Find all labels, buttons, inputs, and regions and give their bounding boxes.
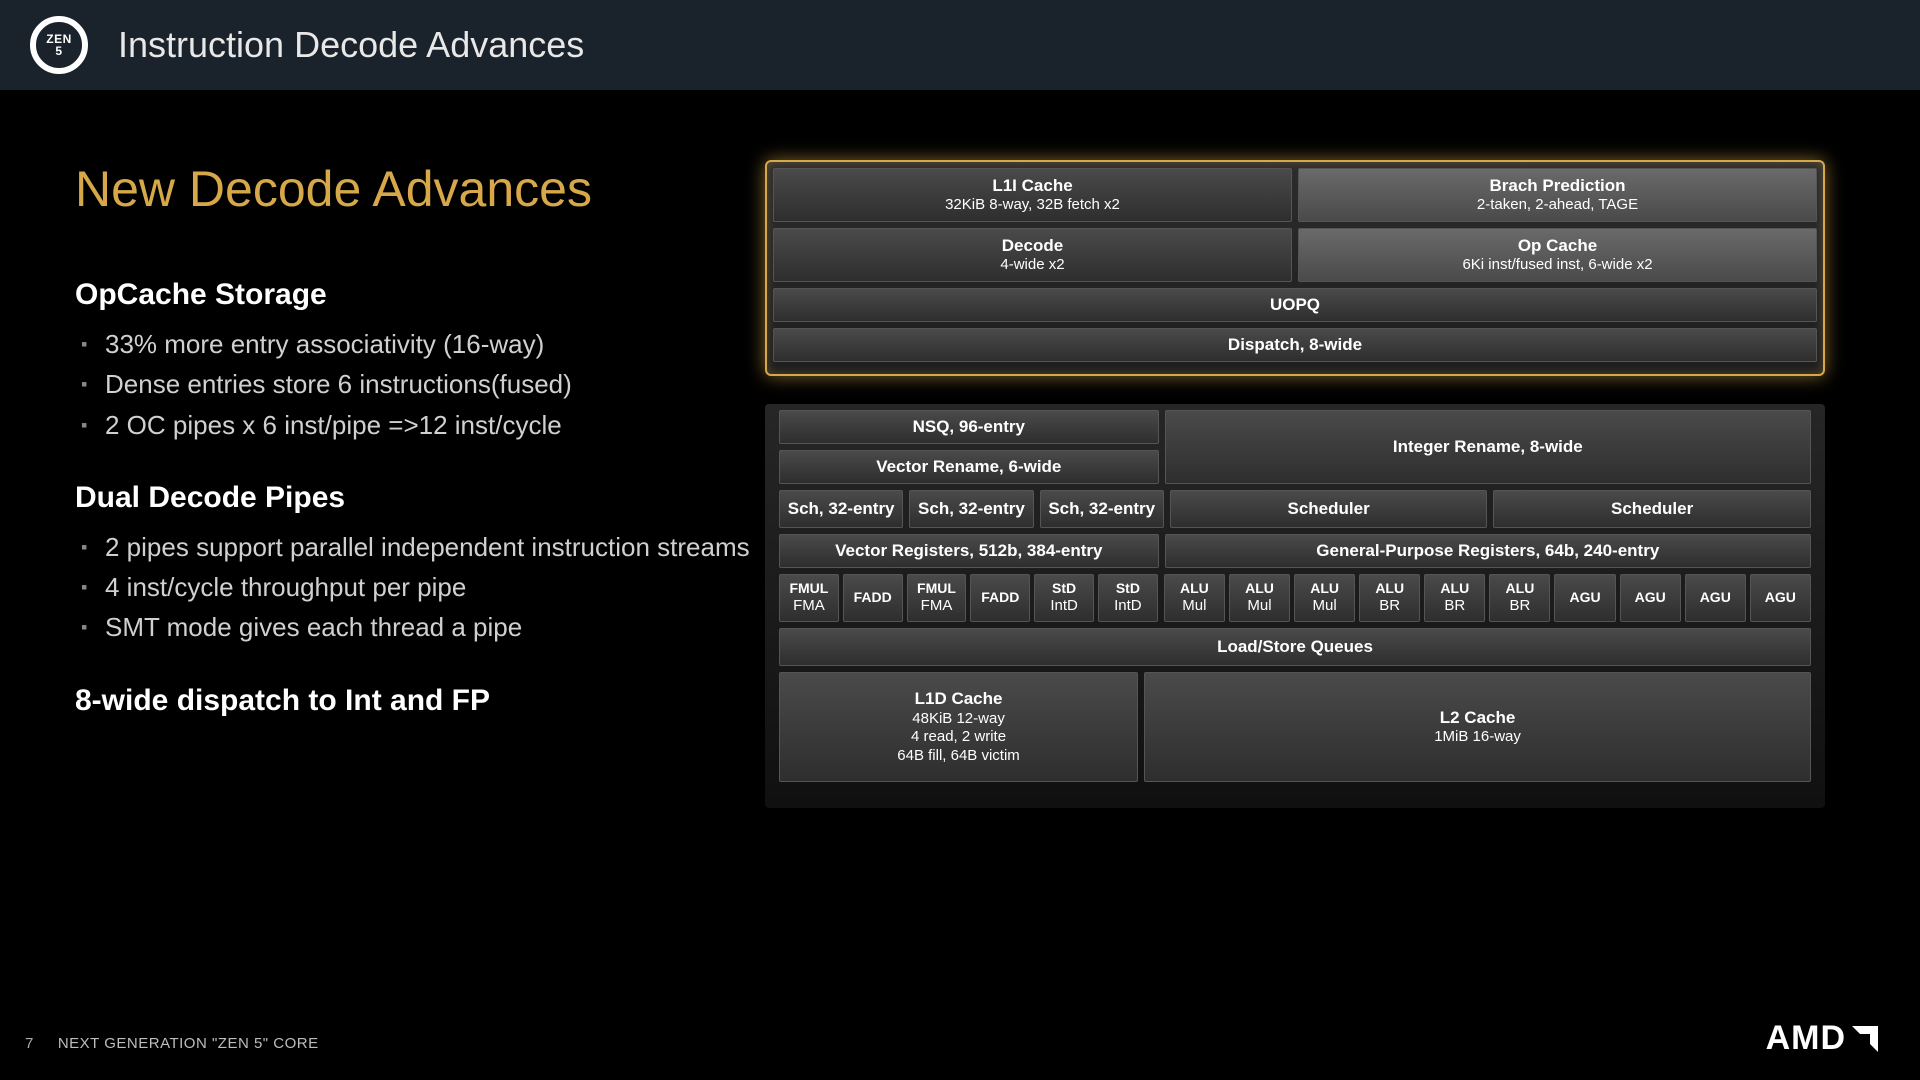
diagram-row: UOPQ [773, 288, 1817, 322]
header-title: Instruction Decode Advances [118, 24, 584, 66]
diagram-cell: Scheduler [1493, 490, 1811, 528]
bullet-list: 2 pipes support parallel independent ins… [75, 527, 755, 648]
diagram-cell: AGU [1685, 574, 1746, 622]
diagram-cell: AGU [1750, 574, 1811, 622]
diagram-cell: Sch, 32-entry [909, 490, 1033, 528]
logo-line2: 5 [46, 45, 72, 57]
diagram-cell: Scheduler [1170, 490, 1488, 528]
diagram-cell: Brach Prediction2-taken, 2-ahead, TAGE [1298, 168, 1817, 222]
diagram-cell: Decode4-wide x2 [773, 228, 1292, 282]
diagram-row: Decode4-wide x2Op Cache6Ki inst/fused in… [773, 228, 1817, 282]
bullet-item: 2 OC pipes x 6 inst/pipe =>12 inst/cycle [75, 405, 755, 445]
diagram-cell: NSQ, 96-entry [779, 410, 1159, 444]
diagram-cell: StDIntD [1098, 574, 1158, 622]
section-heading: Dual Decode Pipes [75, 481, 755, 515]
amd-logo: AMD [1766, 1019, 1880, 1058]
diagram-cell: L1D Cache48KiB 12-way4 read, 2 write64B … [779, 672, 1138, 782]
diagram-cell: FADD [843, 574, 903, 622]
footer-text: NEXT GENERATION "ZEN 5" CORE [58, 1035, 319, 1052]
diagram-cell: ALUMul [1164, 574, 1225, 622]
diagram-cell: Sch, 32-entry [779, 490, 903, 528]
logo-text: ZEN 5 [46, 33, 72, 57]
diagram-cell: AGU [1554, 574, 1615, 622]
amd-arrow-icon [1850, 1024, 1880, 1054]
architecture-diagram: L1I Cache32KiB 8-way, 32B fetch x2Brach … [765, 160, 1825, 808]
main-heading: New Decode Advances [75, 160, 755, 218]
bullet-item: SMT mode gives each thread a pipe [75, 607, 755, 647]
diagram-cell: Vector Registers, 512b, 384-entry [779, 534, 1159, 568]
diagram-cell: ALUMul [1294, 574, 1355, 622]
final-line: 8-wide dispatch to Int and FP [75, 684, 755, 718]
footer: 7 NEXT GENERATION "ZEN 5" CORE [25, 1035, 319, 1052]
diagram-row: Load/Store Queues [779, 628, 1811, 666]
diagram-cell: L2 Cache1MiB 16-way [1144, 672, 1811, 782]
diagram-cell: Load/Store Queues [779, 628, 1811, 666]
diagram-row: NSQ, 96-entry Vector Rename, 6-wideIntege… [779, 410, 1811, 484]
bullet-item: Dense entries store 6 instructions(fused… [75, 364, 755, 404]
bullet-list: 33% more entry associativity (16-way)Den… [75, 324, 755, 445]
diagram-cell: FADD [970, 574, 1030, 622]
bullet-item: 33% more entry associativity (16-way) [75, 324, 755, 364]
diagram-cell: Sch, 32-entry [1040, 490, 1164, 528]
diagram-cell: ALUMul [1229, 574, 1290, 622]
header-bar: ZEN 5 Instruction Decode Advances [0, 0, 1920, 90]
diagram-cell: UOPQ [773, 288, 1817, 322]
diagram-row: Dispatch, 8-wide [773, 328, 1817, 362]
diagram-cell: ALUBR [1489, 574, 1550, 622]
diagram-cell: Integer Rename, 8-wide [1165, 410, 1811, 484]
diagram-cell: ALUBR [1359, 574, 1420, 622]
content: New Decode Advances OpCache Storage 33% m… [0, 90, 1920, 808]
backend-block: NSQ, 96-entry Vector Rename, 6-wideIntege… [765, 404, 1825, 808]
sections: OpCache Storage 33% more entry associativ… [75, 278, 755, 648]
diagram-cell: FMULFMA [779, 574, 839, 622]
highlighted-frontend-block: L1I Cache32KiB 8-way, 32B fetch x2Brach … [765, 160, 1825, 376]
diagram-row: L1D Cache48KiB 12-way4 read, 2 write64B … [779, 672, 1811, 782]
diagram-row: Vector Registers, 512b, 384-entryGeneral… [779, 534, 1811, 568]
diagram-row: FMULFMAFADDFMULFMAFADDStDIntDStDIntDALUM… [779, 574, 1811, 622]
zen-logo: ZEN 5 [30, 16, 88, 74]
diagram-row: Sch, 32-entrySch, 32-entrySch, 32-entryS… [779, 490, 1811, 528]
diagram-cell: ALUBR [1424, 574, 1485, 622]
page-number: 7 [25, 1035, 34, 1052]
diagram-cell: Vector Rename, 6-wide [779, 450, 1159, 484]
diagram-cell: Op Cache6Ki inst/fused inst, 6-wide x2 [1298, 228, 1817, 282]
section-heading: OpCache Storage [75, 278, 755, 312]
diagram-row: L1I Cache32KiB 8-way, 32B fetch x2Brach … [773, 168, 1817, 222]
bullet-item: 2 pipes support parallel independent ins… [75, 527, 755, 567]
brand-text: AMD [1766, 1019, 1846, 1058]
left-column: New Decode Advances OpCache Storage 33% m… [75, 160, 755, 808]
diagram-cell: FMULFMA [907, 574, 967, 622]
diagram-cell: General-Purpose Registers, 64b, 240-entr… [1165, 534, 1811, 568]
diagram-cell: Dispatch, 8-wide [773, 328, 1817, 362]
diagram-cell: L1I Cache32KiB 8-way, 32B fetch x2 [773, 168, 1292, 222]
diagram-cell: AGU [1620, 574, 1681, 622]
bullet-item: 4 inst/cycle throughput per pipe [75, 567, 755, 607]
diagram-cell: StDIntD [1034, 574, 1094, 622]
